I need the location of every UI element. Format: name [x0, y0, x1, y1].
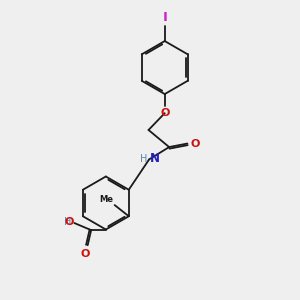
Text: Me: Me — [99, 195, 113, 204]
Text: I: I — [162, 11, 167, 24]
Text: O: O — [160, 108, 169, 118]
Text: N: N — [150, 152, 160, 165]
Text: H: H — [64, 217, 71, 227]
Text: O: O — [190, 139, 200, 148]
Text: O: O — [65, 217, 74, 227]
Text: H: H — [140, 154, 148, 164]
Text: O: O — [81, 249, 90, 259]
